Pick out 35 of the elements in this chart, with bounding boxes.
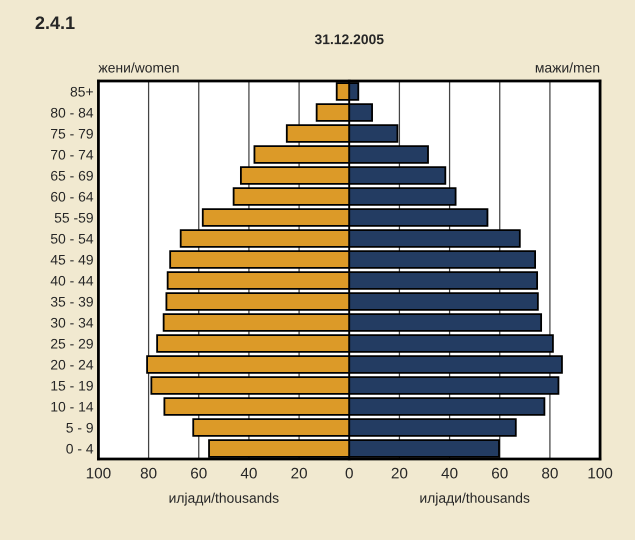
y-tick-label: 40 - 44 [50,276,94,286]
x-tick-label: 80 [542,468,558,479]
y-tick-label: 70 - 74 [51,150,94,160]
x-tick-label: 20 [392,468,408,479]
text: мажи/men [536,62,600,73]
y-tick-label: 45 - 49 [50,254,93,265]
chart-title: 2.4.1 [36,16,75,29]
y-tick-label: 35 - 39 [50,296,93,307]
x-axis-title: илјади/thousands [170,492,279,506]
y-tick-label: 85+ [70,86,93,97]
chart-subtitle: 31.12.2005 [314,34,384,44]
y-tick-label: 0 - 4 [66,444,94,454]
y-tick-label: 65 - 69 [51,170,93,181]
y-tick-label: 60 - 64 [51,192,94,202]
y-tick-label: 10 - 14 [51,402,94,412]
x-tick-label: 20 [291,468,307,479]
y-tick-label: 75 - 79 [51,128,93,139]
y-tick-label: 20 - 24 [51,360,94,370]
x-tick-label: 60 [492,468,508,479]
y-tick-label: 5 - 9 [66,422,93,433]
x-tick-label: 0 [346,468,353,479]
text: жени/women [98,62,179,73]
x-tick-label: 60 [191,468,207,479]
x-axis-title: илјади/thousands [420,492,530,506]
x-tick-label: 40 [240,468,257,479]
x-tick-label: 100 [86,468,111,479]
x-tick-label: 40 [441,468,458,479]
y-tick-label: 55 -59 [54,212,93,223]
y-tick-label: 80 - 84 [50,108,94,118]
x-tick-label: 100 [588,468,612,479]
y-tick-label: 25 - 29 [51,338,93,349]
x-tick-label: 80 [140,468,156,479]
y-tick-label: 30 - 34 [50,318,94,328]
y-tick-label: 15 - 19 [51,380,93,391]
y-tick-label: 50 - 54 [50,234,94,244]
